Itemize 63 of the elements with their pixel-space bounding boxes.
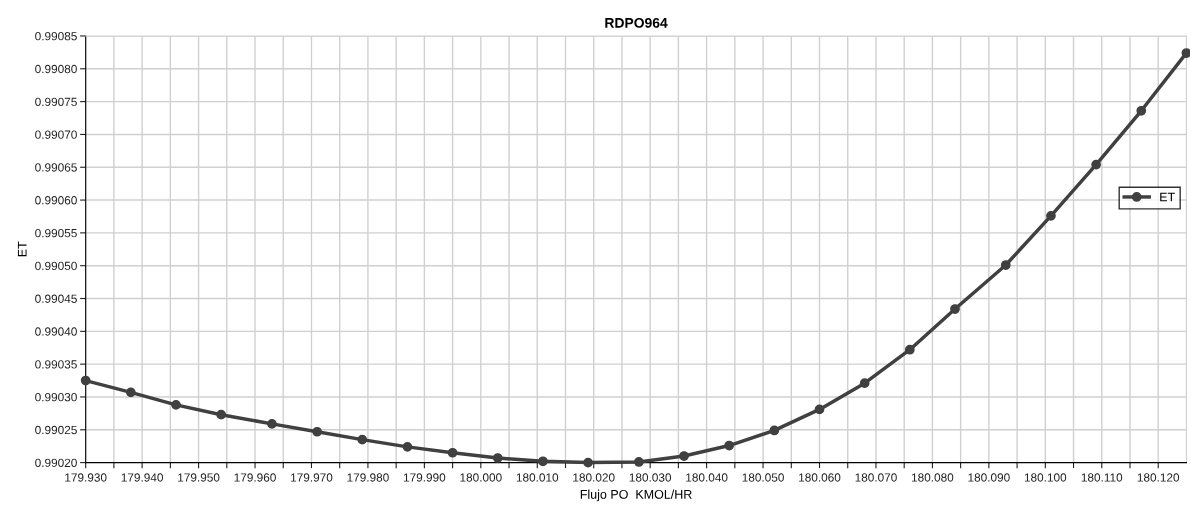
y-tick-label: 0.99065 <box>35 163 77 172</box>
y-tick-label: 0.99020 <box>35 458 77 467</box>
point <box>814 404 825 415</box>
y-tick-label: 0.99055 <box>35 228 77 238</box>
point <box>1091 159 1101 170</box>
y-tick-label: 0.99050 <box>35 261 77 271</box>
point <box>402 441 413 452</box>
x-tick-label: 180.050 <box>742 473 784 482</box>
point <box>679 451 689 461</box>
point <box>859 378 870 389</box>
x-tick-label: 180.100 <box>1024 473 1067 482</box>
x-tick-label: 180.070 <box>855 473 897 482</box>
x-tick-label: 180.020 <box>573 473 615 482</box>
x-tick-label: 180.090 <box>968 473 1010 482</box>
point <box>1000 260 1011 270</box>
point <box>80 375 91 386</box>
point <box>171 399 181 410</box>
point <box>724 440 735 451</box>
point <box>216 409 227 420</box>
x-tick-label: 179.960 <box>234 473 276 482</box>
point <box>125 387 136 398</box>
x-tick-label: 180.000 <box>460 473 502 482</box>
point <box>904 344 915 355</box>
point <box>769 425 780 436</box>
point <box>267 419 277 429</box>
y-tick-label: 0.99035 <box>35 360 77 369</box>
y-tick-label: 0.99085 <box>35 32 77 41</box>
x-tick-label: 180.010 <box>516 473 559 482</box>
x-tick-label: 180.110 <box>1081 473 1123 482</box>
x-tick-label: 180.120 <box>1137 473 1180 482</box>
y-tick-label: 0.99030 <box>35 393 77 402</box>
point <box>447 447 458 458</box>
y-tick-label: 0.99045 <box>35 294 77 303</box>
point <box>1136 105 1147 116</box>
point <box>634 457 644 467</box>
x-tick-label: 179.990 <box>403 473 446 482</box>
point <box>1181 48 1190 58</box>
chart-title: RDPO964 <box>605 17 668 28</box>
point <box>583 457 593 468</box>
x-tick-label: 179.970 <box>291 473 333 482</box>
point <box>950 304 960 314</box>
legend-label: ET <box>1160 192 1175 202</box>
x-tick-label: 180.060 <box>799 473 841 482</box>
point <box>357 434 368 445</box>
y-tick-label: 0.99060 <box>35 196 77 205</box>
point <box>538 456 548 467</box>
y-tick-label: 0.99080 <box>35 64 77 74</box>
y-tick-label: 0.99075 <box>35 97 77 107</box>
point <box>492 453 503 463</box>
x-tick-label: 179.950 <box>178 473 220 482</box>
x-axis-title: Flujo PO KMOL/HR <box>580 489 692 502</box>
x-tick-label: 180.040 <box>686 473 728 482</box>
x-tick-label: 179.940 <box>121 473 164 482</box>
point <box>1046 210 1056 221</box>
x-tick-label: 179.980 <box>347 473 389 482</box>
y-axis-title: ET <box>17 241 27 257</box>
y-tick-label: 0.99040 <box>35 327 77 336</box>
x-tick-label: 179.930 <box>65 473 107 482</box>
point <box>312 426 322 437</box>
x-tick-label: 180.080 <box>911 473 954 482</box>
y-tick-label: 0.99070 <box>35 130 77 139</box>
y-tick-label: 0.99025 <box>35 425 77 435</box>
x-tick-label: 180.030 <box>629 473 672 482</box>
